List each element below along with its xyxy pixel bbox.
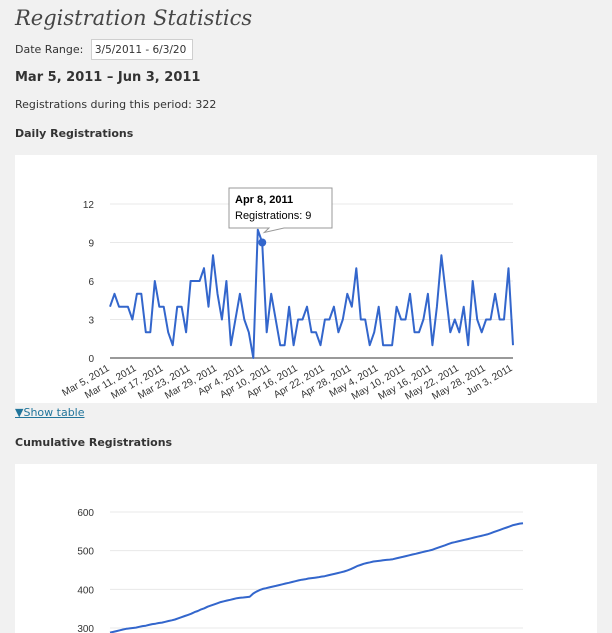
y-tick-label: 500 — [77, 547, 94, 558]
y-tick-label: 600 — [77, 508, 94, 519]
daily-registrations-chart[interactable]: 0 3 6 9 12 Mar 5, 2011 Mar 11, 2011 Mar 17, 201… — [15, 155, 597, 403]
daily-registrations-title: Daily Registrations — [15, 127, 134, 140]
y-tick-label: 6 — [88, 277, 94, 288]
cumulative-registrations-svg: 300 400 500 600 — [77, 508, 524, 633]
cumulative-series-line — [109, 522, 524, 633]
y-tick-label: 12 — [83, 200, 95, 211]
tooltip-title: Apr 8, 2011 — [235, 194, 293, 206]
y-tick-label: 0 — [88, 354, 94, 365]
y-tick-label: 3 — [88, 316, 94, 327]
y-tick-label: 9 — [88, 239, 94, 250]
tooltip-box — [228, 187, 333, 234]
date-range-heading: Mar 5, 2011 – Jun 3, 2011 — [15, 70, 201, 85]
chart-tooltip: Apr 8, 2011 Registrations: 9 — [228, 187, 333, 234]
date-range-row: Date Range: — [15, 39, 193, 60]
page-title: Registration Statistics — [15, 6, 253, 30]
registrations-count-text: Registrations during this period: 322 — [15, 98, 217, 111]
date-range-label: Date Range: — [15, 42, 84, 56]
cumulative-registrations-chart[interactable]: 300 400 500 600 — [15, 464, 597, 633]
cumulative-registrations-title: Cumulative Registrations — [15, 436, 173, 449]
highlighted-data-point[interactable] — [258, 238, 267, 247]
tooltip-body: Registrations: 9 — [235, 210, 311, 222]
date-range-input[interactable] — [90, 39, 193, 60]
daily-series-line — [109, 228, 514, 359]
y-tick-label: 400 — [77, 585, 94, 596]
show-table-link[interactable]: ▼Show table — [15, 406, 85, 419]
y-tick-label: 300 — [77, 624, 94, 633]
